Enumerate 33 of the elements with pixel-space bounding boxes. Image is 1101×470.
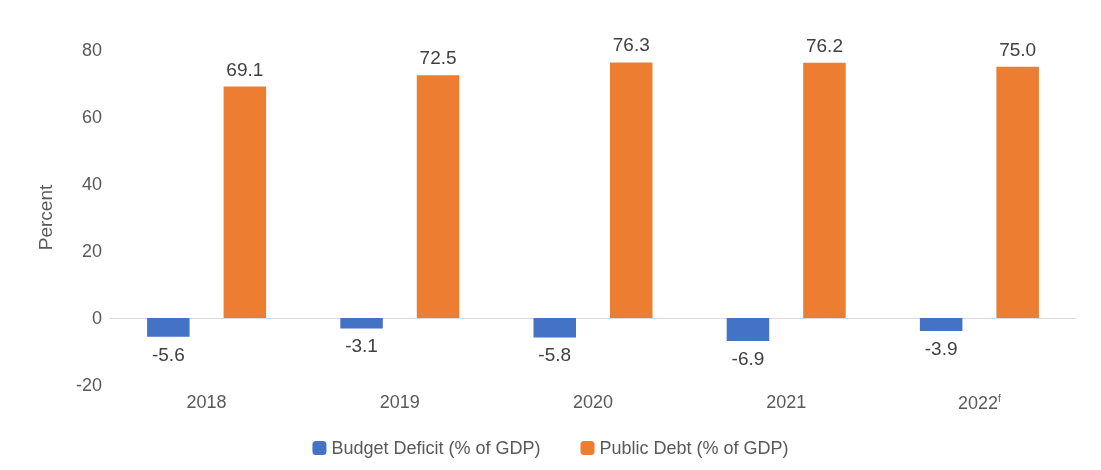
y-tick-label: 40 xyxy=(81,174,102,194)
data-label: 75.0 xyxy=(999,38,1037,60)
bar xyxy=(919,318,963,332)
y-axis-title: Percent xyxy=(35,184,56,251)
bar xyxy=(803,62,846,318)
x-tick-label: 2018 xyxy=(186,392,227,412)
data-label: -3.1 xyxy=(345,335,378,357)
x-tick-label: 2020 xyxy=(572,392,614,412)
data-label: -3.9 xyxy=(924,338,958,360)
data-label: -5.6 xyxy=(151,343,185,365)
data-label: 69.1 xyxy=(226,58,264,80)
data-label: -5.8 xyxy=(538,344,572,366)
y-tick-label: 60 xyxy=(81,107,102,127)
y-tick-label: 80 xyxy=(81,40,102,60)
legend-label: Budget Deficit (% of GDP) xyxy=(331,438,541,458)
bar xyxy=(726,318,770,342)
data-label: 76.3 xyxy=(612,34,650,56)
legend-label: Public Debt (% of GDP) xyxy=(599,438,789,458)
x-tick-label: 2021 xyxy=(766,392,807,412)
bar xyxy=(223,86,267,318)
bar xyxy=(147,318,190,337)
bar xyxy=(610,62,653,318)
y-tick-label: -20 xyxy=(75,375,102,395)
data-label: 72.5 xyxy=(419,47,457,69)
bar xyxy=(416,75,460,318)
y-tick-label: 20 xyxy=(81,241,102,261)
bar xyxy=(996,66,1039,318)
bar xyxy=(340,318,383,329)
data-label: 76.2 xyxy=(805,34,843,56)
bar xyxy=(533,318,576,338)
data-label: -6.9 xyxy=(731,348,765,370)
y-tick-label: 0 xyxy=(91,308,102,328)
x-tick-label: 2019 xyxy=(379,392,420,412)
